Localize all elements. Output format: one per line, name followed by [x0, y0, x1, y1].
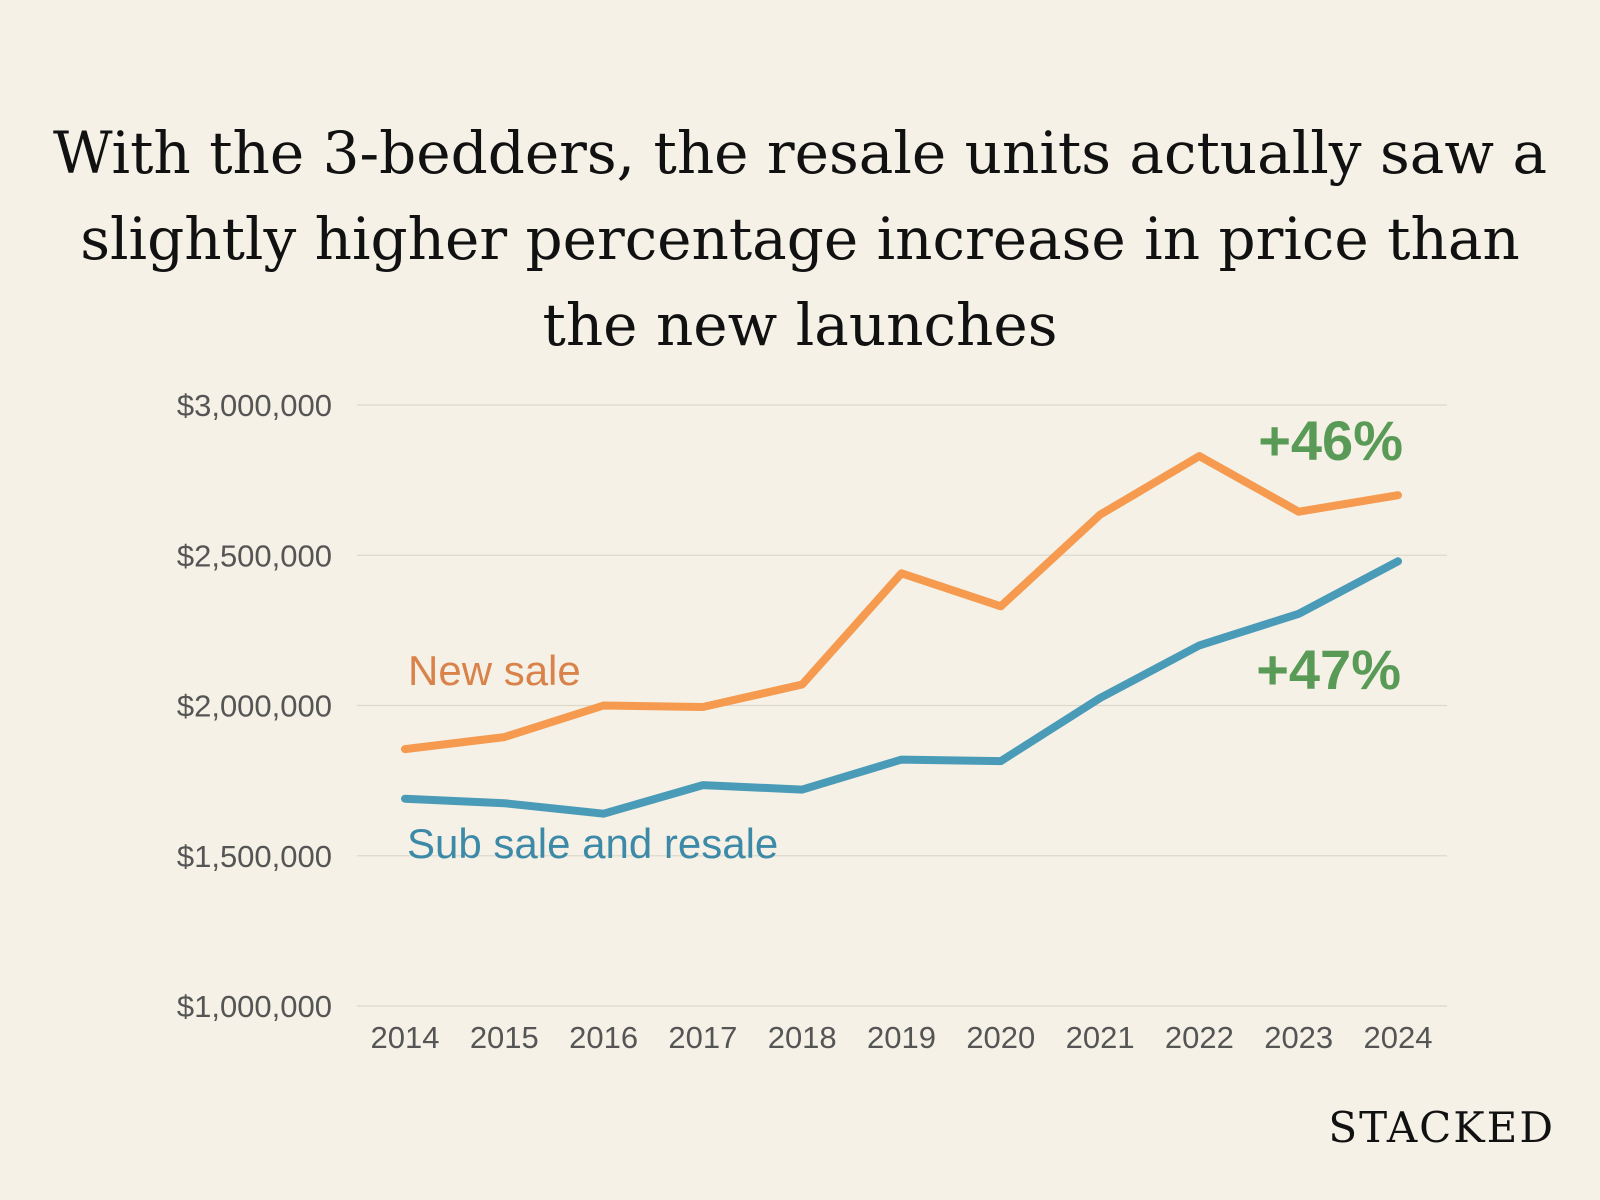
x-tick-label: 2017 — [668, 1020, 737, 1055]
y-tick-label: $3,000,000 — [177, 388, 332, 423]
x-tick-label: 2019 — [867, 1020, 936, 1055]
series-line-sub-sale-and-resale — [401, 557, 1402, 818]
x-tick-label: 2018 — [768, 1020, 837, 1055]
x-tick-label: 2024 — [1364, 1020, 1433, 1055]
series-label-new-sale: New sale — [408, 647, 581, 694]
annotation-resale-increase: +47% — [1256, 638, 1401, 701]
chart-title-line-2: slightly higher percentage increase in p… — [80, 205, 1520, 273]
x-tick-label: 2015 — [470, 1020, 539, 1055]
x-tick-label: 2014 — [371, 1020, 440, 1055]
series-line-new-sale — [401, 452, 1402, 754]
chart-title-line-3: the new launches — [543, 291, 1058, 359]
x-tick-label: 2016 — [569, 1020, 638, 1055]
y-tick-label: $1,500,000 — [177, 839, 332, 874]
y-axis-ticks: $1,000,000 $1,500,000 $2,000,000 $2,500,000… — [177, 388, 332, 1024]
x-tick-label: 2023 — [1264, 1020, 1333, 1055]
x-axis-ticks: 2014 2015 2016 2017 2018 2019 2020 2021 2022 2023… — [371, 1020, 1433, 1055]
chart-title-line-1: With the 3-bedders, the resale units act… — [53, 119, 1547, 187]
x-tick-label: 2022 — [1165, 1020, 1234, 1055]
annotation-new-sale-increase: +46% — [1258, 409, 1403, 472]
y-tick-label: $1,000,000 — [177, 989, 332, 1024]
gridlines — [357, 404, 1447, 1007]
series-lines — [401, 452, 1402, 818]
y-tick-label: $2,500,000 — [177, 538, 332, 573]
x-tick-label: 2020 — [966, 1020, 1035, 1055]
y-tick-label: $2,000,000 — [177, 689, 332, 724]
x-tick-label: 2021 — [1066, 1020, 1135, 1055]
series-label-sub-sale-and-resale: Sub sale and resale — [407, 820, 778, 867]
brand-logo: STACKED — [1328, 1103, 1555, 1152]
